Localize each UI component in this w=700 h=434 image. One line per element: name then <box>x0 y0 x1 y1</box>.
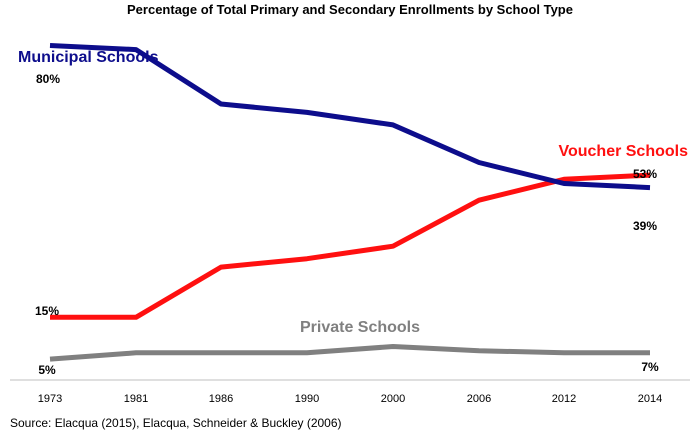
source-note: Source: Elacqua (2015), Elacqua, Schneid… <box>10 416 342 430</box>
x-tick-label-1973: 1973 <box>38 393 62 405</box>
x-tick-label-2006: 2006 <box>467 393 491 405</box>
series-name-municipal: Municipal Schools <box>18 49 159 66</box>
label-private-end: 7% <box>641 360 659 374</box>
x-tick-label-1981: 1981 <box>124 393 148 405</box>
x-tick-label-1986: 1986 <box>209 393 233 405</box>
x-tick-label-2012: 2012 <box>552 393 576 405</box>
label-private-start: 5% <box>38 363 56 377</box>
series-line-private-schools <box>49 344 650 362</box>
label-municipal-start: 80% <box>36 72 60 86</box>
label-voucher-end: 53% <box>633 167 657 181</box>
series-line-municipal-schools <box>49 43 651 191</box>
x-tick-labels: 1973 1981 1986 1990 2000 2006 2012 2014 <box>38 393 662 405</box>
label-municipal-end: 39% <box>633 219 657 233</box>
x-tick-label-2014: 2014 <box>638 393 662 405</box>
series-line-voucher-schools <box>50 172 651 320</box>
chart-title: Percentage of Total Primary and Secondar… <box>127 2 573 17</box>
series-name-voucher: Voucher Schools <box>558 143 688 160</box>
series-lines <box>49 43 651 362</box>
x-tick-label-2000: 2000 <box>381 393 405 405</box>
series-name-private: Private Schools <box>300 319 420 336</box>
x-tick-label-1990: 1990 <box>295 393 319 405</box>
label-voucher-start: 15% <box>35 304 59 318</box>
